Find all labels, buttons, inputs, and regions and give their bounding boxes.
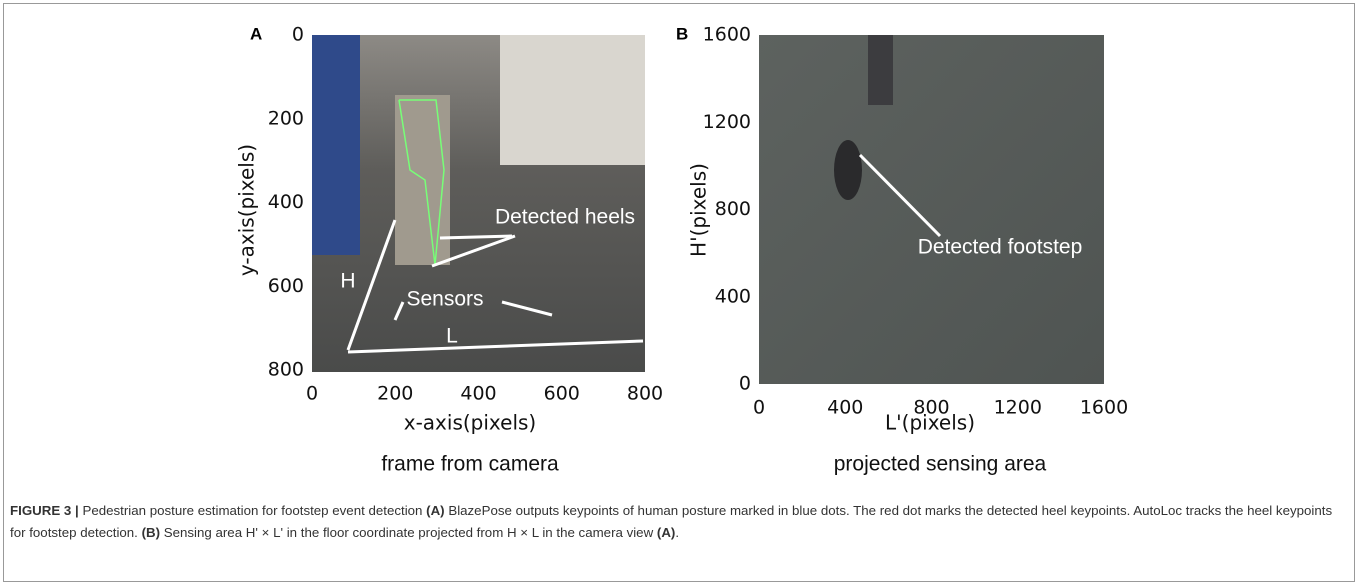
y-tick-label: 600: [268, 275, 304, 297]
panel-subtitle: projected sensing area: [834, 453, 1047, 476]
x-tick-label: 0: [306, 383, 318, 405]
x-tick-label: 600: [544, 383, 580, 405]
x-axis-label: x-axis(pixels): [404, 411, 536, 435]
panel-label: B: [676, 24, 688, 43]
caption-text: .: [675, 525, 679, 540]
annotation: H: [340, 270, 355, 293]
x-tick-label: 0: [753, 397, 765, 419]
y-tick-label: 400: [268, 191, 304, 213]
panel-label: A: [250, 24, 262, 43]
x-tick-label: 1200: [994, 397, 1042, 419]
caption-text: (A): [426, 503, 444, 518]
y-tick-label: 0: [739, 373, 751, 395]
caption: FIGURE 3 | Pedestrian posture estimation…: [10, 500, 1345, 544]
annotation: Sensors: [406, 288, 483, 311]
page: A02004006008000200400600800x-axis(pixels…: [0, 0, 1360, 587]
y-tick-label: 200: [268, 107, 304, 129]
annotation: Detected heels: [495, 206, 635, 229]
x-axis-label: L'(pixels): [885, 411, 975, 435]
panel-subtitle: frame from camera: [381, 453, 559, 476]
caption-text: (B): [142, 525, 160, 540]
y-axis-label: y-axis(pixels): [235, 144, 259, 276]
y-tick-label: 0: [292, 24, 304, 46]
photo-a: [312, 35, 645, 372]
y-tick-label: 1200: [703, 111, 751, 133]
x-tick-label: 400: [827, 397, 863, 419]
annotation: Detected footstep: [918, 236, 1083, 259]
x-tick-label: 200: [377, 383, 413, 405]
y-tick-label: 1600: [703, 24, 751, 46]
photo-b: [759, 35, 1104, 384]
x-tick-label: 1600: [1080, 397, 1128, 419]
caption-text: (A): [657, 525, 675, 540]
x-tick-label: 400: [460, 383, 496, 405]
y-axis-label: H'(pixels): [687, 163, 711, 257]
caption-text: FIGURE 3 |: [10, 503, 79, 518]
y-tick-label: 800: [268, 359, 304, 381]
y-tick-label: 800: [715, 198, 751, 220]
y-tick-label: 400: [715, 285, 751, 307]
caption-text: Pedestrian posture estimation for footst…: [79, 503, 426, 518]
x-tick-label: 800: [627, 383, 663, 405]
caption-text: Sensing area H' × L' in the floor coordi…: [160, 525, 657, 540]
annotation: L: [446, 325, 458, 348]
